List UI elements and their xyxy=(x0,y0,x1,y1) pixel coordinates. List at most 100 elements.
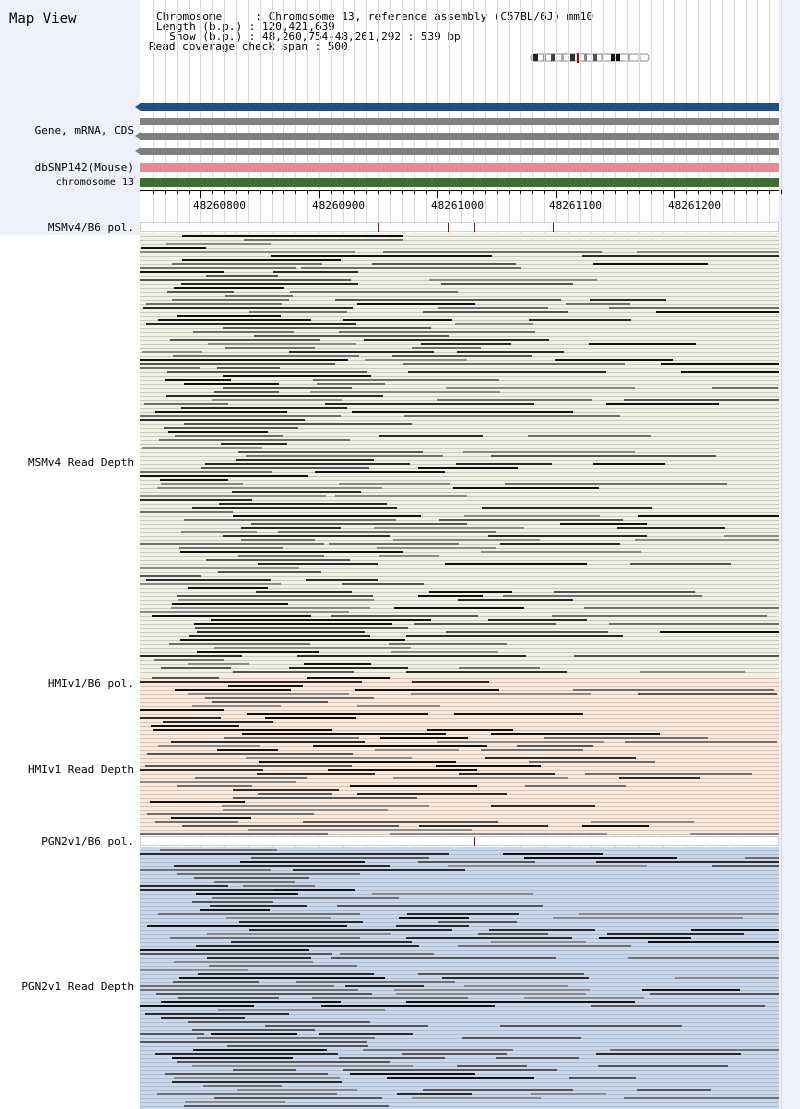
sequence-read[interactable] xyxy=(172,263,322,265)
sequence-read[interactable] xyxy=(640,671,745,673)
sequence-read[interactable] xyxy=(140,885,228,887)
sequence-read[interactable] xyxy=(160,479,228,481)
sequence-read[interactable] xyxy=(241,527,341,529)
sequence-read[interactable] xyxy=(197,631,365,633)
polymorphism-marker[interactable] xyxy=(474,837,475,846)
sequence-read[interactable] xyxy=(246,455,443,457)
sequence-read[interactable] xyxy=(180,551,403,553)
sequence-read[interactable] xyxy=(418,467,518,469)
sequence-read[interactable] xyxy=(481,551,641,553)
sequence-read[interactable] xyxy=(140,769,263,771)
transcript-bar[interactable] xyxy=(140,118,779,125)
sequence-read[interactable] xyxy=(228,685,303,687)
sequence-read[interactable] xyxy=(372,893,533,895)
sequence-read[interactable] xyxy=(421,343,511,345)
sequence-read[interactable] xyxy=(179,977,385,979)
sequence-read[interactable] xyxy=(394,607,524,609)
sequence-read[interactable] xyxy=(350,1073,475,1075)
sequence-read[interactable] xyxy=(152,615,311,617)
sequence-read[interactable] xyxy=(464,515,600,517)
sequence-read[interactable] xyxy=(155,1053,338,1055)
sequence-read[interactable] xyxy=(412,1097,541,1099)
sequence-read[interactable] xyxy=(140,611,349,613)
sequence-read[interactable] xyxy=(301,267,521,269)
sequence-read[interactable] xyxy=(457,351,564,353)
sequence-read[interactable] xyxy=(343,1069,557,1071)
sequence-read[interactable] xyxy=(233,797,417,799)
sequence-read[interactable] xyxy=(140,251,355,253)
sequence-read[interactable] xyxy=(219,503,387,505)
sequence-read[interactable] xyxy=(397,1093,472,1095)
sequence-read[interactable] xyxy=(591,1005,765,1007)
sequence-read[interactable] xyxy=(258,793,332,795)
sequence-read[interactable] xyxy=(273,889,355,891)
sequence-read[interactable] xyxy=(635,539,779,541)
sequence-read[interactable] xyxy=(151,725,239,727)
sequence-read[interactable] xyxy=(169,643,310,645)
sequence-read[interactable] xyxy=(394,989,590,991)
sequence-read[interactable] xyxy=(357,705,440,707)
sequence-read[interactable] xyxy=(712,865,779,867)
sequence-read[interactable] xyxy=(544,737,708,739)
sequence-read[interactable] xyxy=(140,681,362,683)
sequence-read[interactable] xyxy=(178,997,279,999)
sequence-read[interactable] xyxy=(226,917,331,919)
sequence-read[interactable] xyxy=(236,459,374,461)
sequence-read[interactable] xyxy=(554,591,695,593)
sequence-read[interactable] xyxy=(197,651,319,653)
sequence-read[interactable] xyxy=(249,929,452,931)
sequence-read[interactable] xyxy=(345,985,424,987)
hmi-read-depth-panel[interactable] xyxy=(140,675,779,835)
sequence-read[interactable] xyxy=(251,523,467,525)
snp-bar[interactable] xyxy=(140,163,779,172)
sequence-read[interactable] xyxy=(383,251,602,253)
sequence-read[interactable] xyxy=(407,913,519,915)
sequence-read[interactable] xyxy=(265,717,356,719)
sequence-read[interactable] xyxy=(192,507,397,509)
sequence-read[interactable] xyxy=(175,689,291,691)
sequence-read[interactable] xyxy=(140,1041,367,1043)
sequence-read[interactable] xyxy=(179,547,283,549)
sequence-read[interactable] xyxy=(184,519,396,521)
sequence-read[interactable] xyxy=(140,415,341,417)
sequence-read[interactable] xyxy=(500,1025,682,1027)
sequence-read[interactable] xyxy=(462,1037,581,1039)
sequence-read[interactable] xyxy=(464,985,568,987)
sequence-read[interactable] xyxy=(140,475,308,477)
sequence-read[interactable] xyxy=(531,1093,606,1095)
sequence-read[interactable] xyxy=(154,659,224,661)
sequence-read[interactable] xyxy=(387,1077,534,1079)
msm-read-depth-panel[interactable] xyxy=(140,233,779,675)
sequence-read[interactable] xyxy=(406,671,567,673)
sequence-read[interactable] xyxy=(481,749,583,751)
sequence-read[interactable] xyxy=(628,957,779,959)
sequence-read[interactable] xyxy=(177,315,281,317)
polymorphism-marker[interactable] xyxy=(474,223,475,232)
sequence-read[interactable] xyxy=(337,905,543,907)
sequence-read[interactable] xyxy=(418,861,535,863)
sequence-read[interactable] xyxy=(624,399,779,401)
sequence-read[interactable] xyxy=(164,427,298,429)
sequence-read[interactable] xyxy=(607,933,744,935)
sequence-read[interactable] xyxy=(396,993,586,995)
sequence-read[interactable] xyxy=(485,757,636,759)
sequence-read[interactable] xyxy=(140,279,351,281)
sequence-read[interactable] xyxy=(630,563,731,565)
sequence-read[interactable] xyxy=(411,693,591,695)
sequence-read[interactable] xyxy=(140,953,332,955)
sequence-read[interactable] xyxy=(661,363,779,365)
sequence-read[interactable] xyxy=(161,1001,341,1003)
sequence-read[interactable] xyxy=(427,729,513,731)
sequence-read[interactable] xyxy=(146,579,271,581)
sequence-read[interactable] xyxy=(208,343,356,345)
sequence-read[interactable] xyxy=(459,667,540,669)
sequence-read[interactable] xyxy=(146,303,282,305)
sequence-read[interactable] xyxy=(182,235,403,237)
sequence-read[interactable] xyxy=(364,339,549,341)
sequence-read[interactable] xyxy=(458,945,631,947)
sequence-read[interactable] xyxy=(197,1037,375,1039)
sequence-read[interactable] xyxy=(517,745,593,747)
gene-bar[interactable] xyxy=(140,103,779,111)
sequence-read[interactable] xyxy=(140,499,252,501)
sequence-read[interactable] xyxy=(238,451,423,453)
